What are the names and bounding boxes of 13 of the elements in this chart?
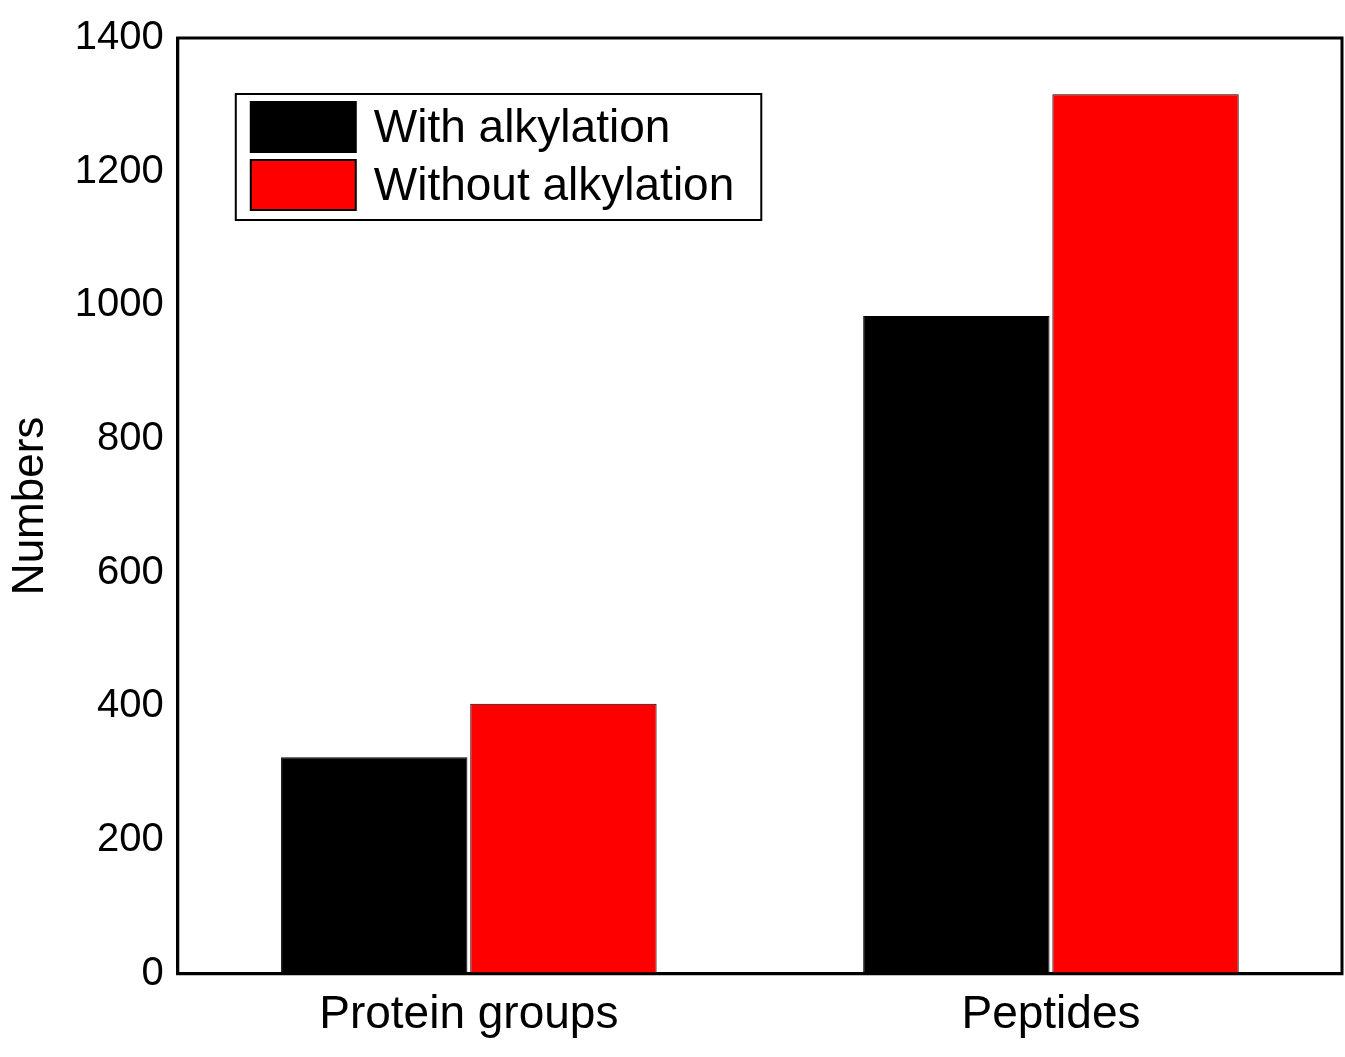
y-tick-label: 1400 xyxy=(74,13,164,58)
y-tick-label: 1000 xyxy=(74,280,164,325)
y-tick-label: 600 xyxy=(97,547,164,592)
y-tick-label: 0 xyxy=(141,948,164,993)
y-tick-label: 1200 xyxy=(74,146,164,191)
y-tick-label: 800 xyxy=(97,414,164,459)
legend-label: Without alkylation xyxy=(373,157,735,210)
x-tick-label: Protein groups xyxy=(319,986,619,1039)
y-axis-title: Numbers xyxy=(2,416,52,596)
x-tick-label: Peptides xyxy=(961,986,1141,1039)
y-tick-label: 400 xyxy=(97,681,164,726)
y-tick-label: 200 xyxy=(97,815,164,860)
legend-label: With alkylation xyxy=(373,99,671,152)
